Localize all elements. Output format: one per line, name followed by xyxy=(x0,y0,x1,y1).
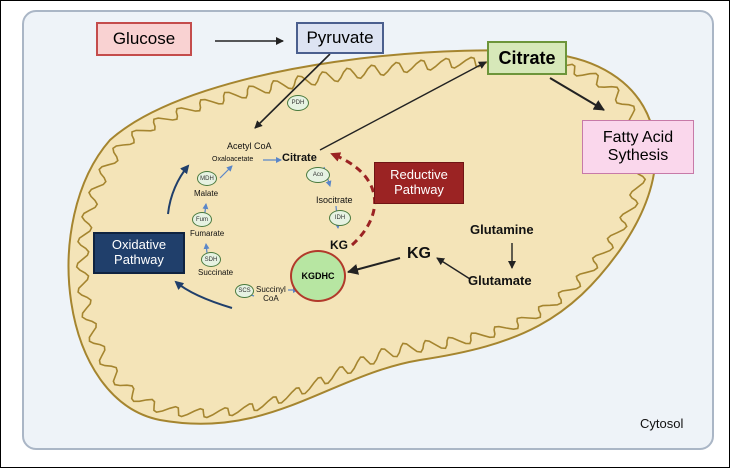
mitochondrion-outer xyxy=(67,49,657,425)
enzyme-fum: Fum xyxy=(192,212,212,227)
label-acetyl-coa: Acetyl CoA xyxy=(227,141,272,151)
enzyme-aco: Aco xyxy=(306,167,330,183)
arrow-kg-kgdhc xyxy=(347,257,401,275)
label-citrate-mito: Citrate xyxy=(282,152,317,164)
arrow-glutamate-kg xyxy=(436,257,471,280)
oxidative-pathway-box: Oxidative Pathway xyxy=(93,232,185,274)
fatty-acid-box: Fatty Acid Sythesis xyxy=(582,120,694,174)
label-glutamine: Glutamine xyxy=(470,222,534,237)
kgdhc-enzyme: KGDHC xyxy=(290,250,346,302)
arrow-citrate-fattyacid xyxy=(549,77,605,111)
citrate-cytosol-box: Citrate xyxy=(487,41,567,75)
label-kg-cytosol: KG xyxy=(407,245,431,262)
label-succinyl-coa: Succinyl CoA xyxy=(256,285,286,303)
glucose-box: Glucose xyxy=(96,22,192,56)
oxidative-arrow-bottom xyxy=(174,280,233,309)
mitochondrion-inner-membrane xyxy=(75,56,649,419)
label-cytosol: Cytosol xyxy=(640,416,684,431)
label-isocitrate: Isocitrate xyxy=(316,195,353,205)
label-succinate: Succinate xyxy=(198,268,234,277)
enzyme-scs: SCS xyxy=(235,284,254,298)
enzyme-mdh: MDH xyxy=(197,171,217,186)
arrow-pyruvate-acetylcoa xyxy=(254,53,331,129)
enzyme-idh: IDH xyxy=(329,210,351,226)
label-oxaloacetate: Oxaloacetate xyxy=(212,156,254,163)
label-fumarate: Fumarate xyxy=(190,229,225,238)
label-malate: Malate xyxy=(194,189,219,198)
arrow-citrate-export xyxy=(319,61,487,151)
enzyme-pdh: PDH xyxy=(287,95,309,111)
reductive-pathway-arrow xyxy=(330,152,377,247)
oxidative-arrow-top xyxy=(167,164,190,215)
label-glutamate: Glutamate xyxy=(468,273,532,288)
enzyme-sdh: SDH xyxy=(201,252,221,267)
label-kg-mito: KG xyxy=(330,238,348,252)
reductive-pathway-box: Reductive Pathway xyxy=(374,162,464,204)
pyruvate-box: Pyruvate xyxy=(296,22,384,54)
